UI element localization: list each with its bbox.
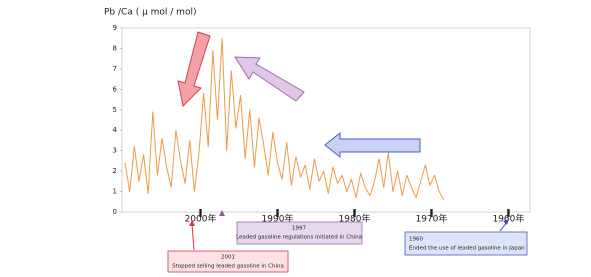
annotation-text: Leaded gasoline regulations initiated in… <box>236 235 362 241</box>
annotation-text: Ended the use of leaded gasoline in Japa… <box>409 246 525 252</box>
y-axis-label: Pb /Ca ( μ mol / mol) <box>104 8 196 18</box>
annotation-box <box>167 250 289 273</box>
x-tick <box>430 209 433 217</box>
annotation-year: 1960 <box>409 237 423 243</box>
red-pointer-head <box>189 220 195 226</box>
y-tick-label: 9 <box>113 24 117 32</box>
y-tick-label: 6 <box>113 85 118 93</box>
x-tick-label: 1970年 <box>416 213 448 225</box>
x-tick <box>353 209 356 217</box>
x-tick-label: 1990年 <box>262 213 294 225</box>
y-tick-label: 1 <box>113 188 117 196</box>
x-tick-label: 1960年 <box>492 213 524 225</box>
blue-arrow <box>324 131 421 159</box>
data-line <box>124 37 445 200</box>
y-tick-label: 8 <box>113 44 117 52</box>
y-tick-label: 2 <box>113 167 117 175</box>
purple-marker <box>219 210 225 216</box>
y-tick-label: 3 <box>113 147 117 155</box>
annotation-year: 1997 <box>292 226 306 232</box>
annotation-box <box>404 231 528 256</box>
y-tick-label: 4 <box>113 126 118 134</box>
y-tick-label: 5 <box>113 106 117 114</box>
purple-arrow <box>234 56 305 102</box>
annotation-box <box>236 221 363 245</box>
x-tick <box>199 209 202 217</box>
annotation-year: 2001 <box>221 255 235 261</box>
plot: 0 1 2 3 4 5 6 7 8 9 2000年 1990年 1980年 1970年 1960年 <box>113 24 525 225</box>
y-tick-label: 7 <box>113 65 117 73</box>
y-tick-label: 0 <box>113 208 117 216</box>
red-arrow <box>177 31 211 108</box>
blue-pointer-head <box>503 219 509 225</box>
annotation-text: Stopped selling leaded gasoline in China <box>172 264 284 270</box>
x-tick-label: 2000年 <box>185 213 217 225</box>
x-tick-label: 1980年 <box>339 213 371 225</box>
red-pointer <box>191 223 195 251</box>
x-tick <box>507 209 510 217</box>
plot-frame <box>121 27 531 213</box>
x-tick <box>276 209 279 217</box>
